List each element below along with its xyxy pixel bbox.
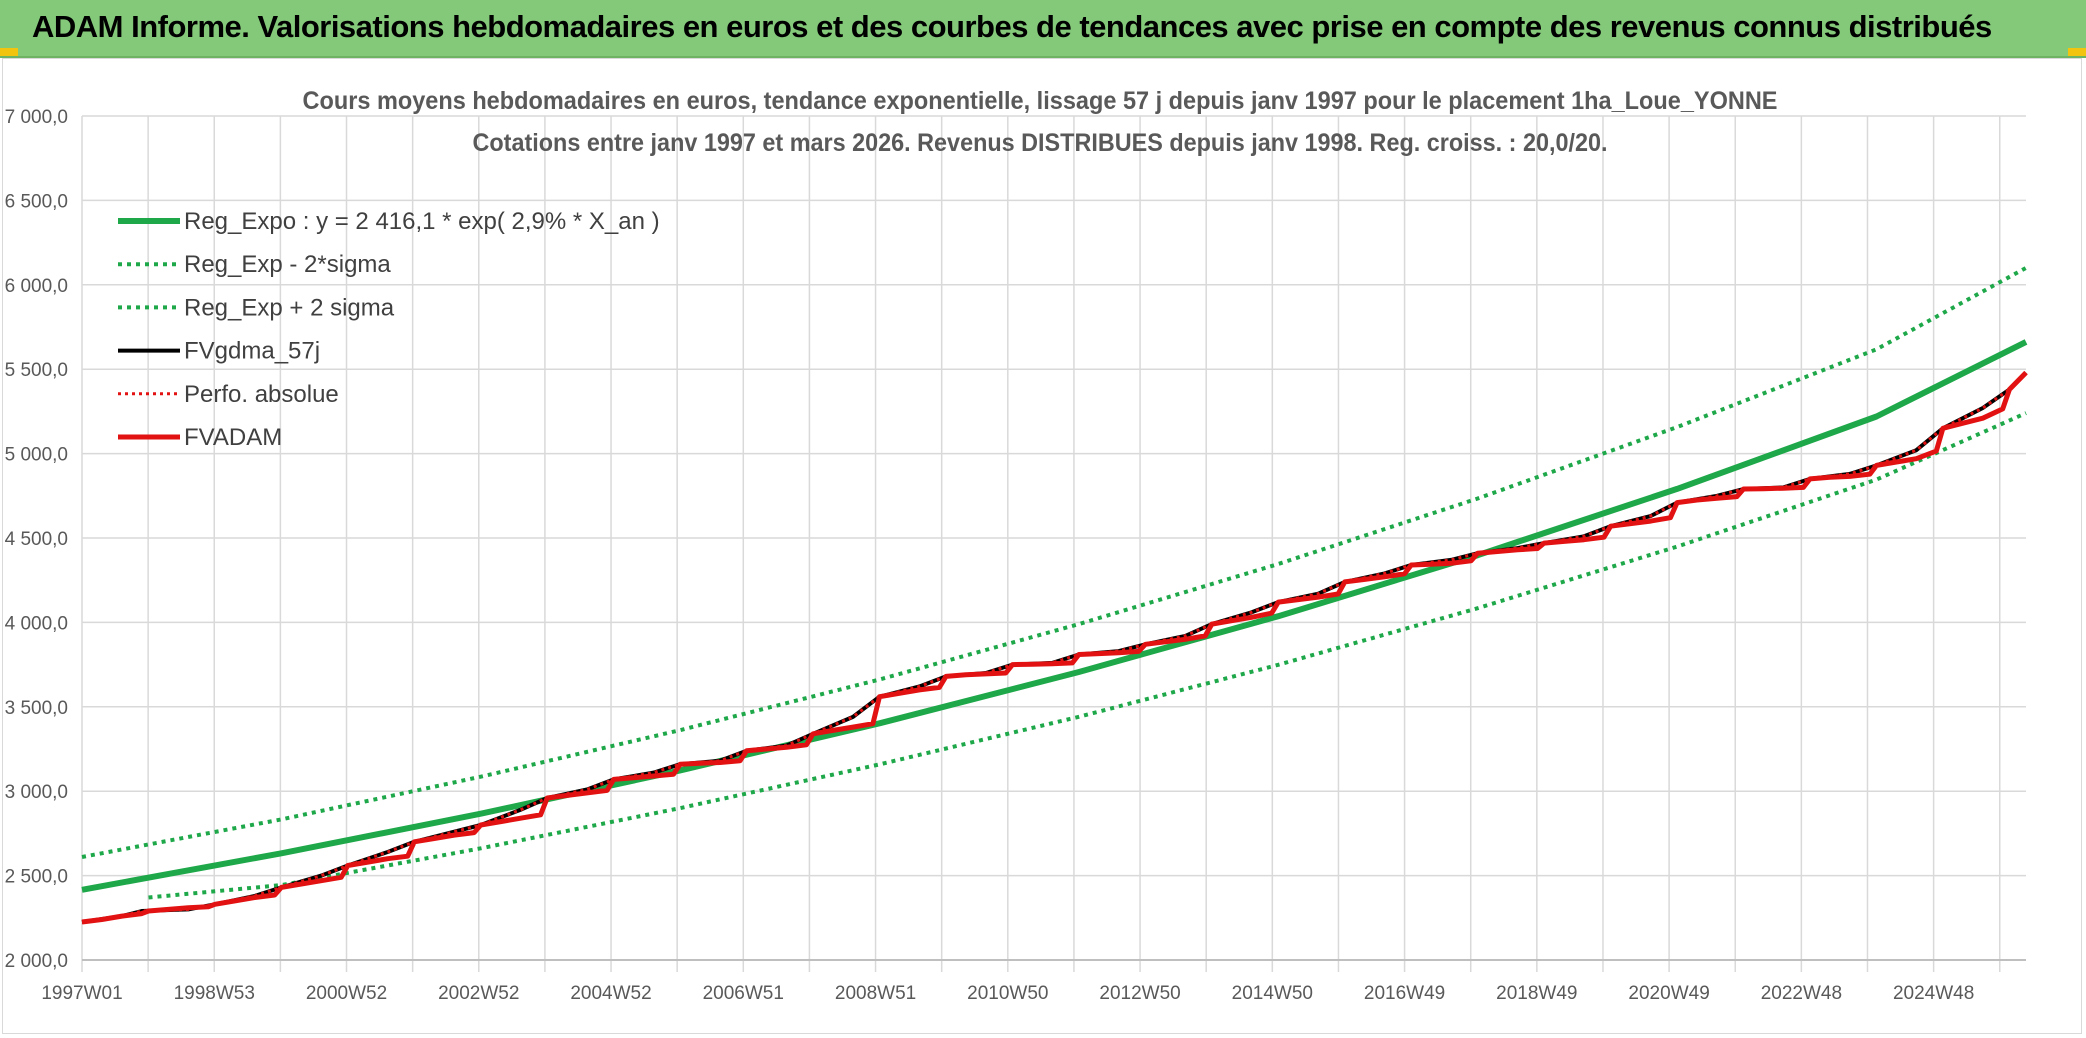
page-title: ADAM Informe. Valorisations hebdomadaire… bbox=[32, 9, 1992, 44]
chart-frame bbox=[2, 58, 2082, 1034]
chart-subtitle: Cotations entre janv 1997 et mars 2026. … bbox=[473, 129, 1608, 157]
y-tick-label: 2 000,0 bbox=[5, 951, 68, 972]
series-line-5 bbox=[81, 371, 2028, 924]
series-line-6 bbox=[81, 370, 2028, 925]
series-line-4 bbox=[81, 371, 2028, 924]
corner-marker-right bbox=[2068, 48, 2086, 56]
x-tick-label: 2002W52 bbox=[438, 983, 519, 1004]
x-tick-label: 2024W48 bbox=[1893, 983, 1974, 1004]
legend-label: Reg_Exp - 2*sigma bbox=[184, 251, 391, 278]
x-tick-label: 2010W50 bbox=[967, 983, 1048, 1004]
legend-label: FVADAM bbox=[184, 424, 282, 451]
y-tick-label: 3 000,0 bbox=[5, 782, 68, 803]
x-tick-label: 2020W49 bbox=[1628, 983, 1709, 1004]
y-tick-label: 7 000,0 bbox=[5, 107, 68, 128]
x-tick-label: 2014W50 bbox=[1232, 983, 1313, 1004]
legend-label: Reg_Exp + 2 sigma bbox=[184, 294, 395, 321]
header-banner: ADAM Informe. Valorisations hebdomadaire… bbox=[0, 0, 2086, 58]
x-tick-label: 1997W01 bbox=[41, 983, 122, 1004]
y-axis-ticks: 2 000,0 2 500,0 3 000,0 3 500,0 4 000,0 4 500… bbox=[5, 107, 68, 972]
chart-legend: Reg_Expo : y = 2 416,1 * exp( 2,9% * X_a… bbox=[118, 208, 660, 451]
x-tick-label: 2008W51 bbox=[835, 983, 916, 1004]
y-tick-label: 3 500,0 bbox=[5, 698, 68, 719]
y-tick-label: 5 500,0 bbox=[5, 360, 68, 381]
y-tick-label: 2 500,0 bbox=[5, 867, 68, 888]
x-tick-label: 2000W52 bbox=[306, 983, 387, 1004]
x-axis-ticks: 1997W01 1998W53 2000W52 2002W52 2004W52 2006W… bbox=[41, 983, 1974, 1004]
y-tick-label: 4 500,0 bbox=[5, 529, 68, 550]
chart-grid bbox=[81, 115, 2026, 972]
y-tick-label: 6 500,0 bbox=[5, 191, 68, 212]
y-tick-label: 5 000,0 bbox=[5, 445, 68, 466]
y-tick-label: 4 000,0 bbox=[5, 613, 68, 634]
y-tick-label: 6 000,0 bbox=[5, 276, 68, 297]
x-tick-label: 1998W53 bbox=[174, 983, 255, 1004]
x-tick-label: 2018W49 bbox=[1496, 983, 1577, 1004]
legend-label: Perfo. absolue bbox=[184, 381, 339, 408]
corner-marker-left bbox=[0, 48, 18, 56]
legend-label: FVgdma_57j bbox=[184, 338, 320, 365]
chart-series bbox=[81, 266, 2028, 925]
series-line-1 bbox=[81, 339, 2028, 893]
series-line-2 bbox=[148, 411, 2027, 900]
x-tick-label: 2004W52 bbox=[570, 983, 651, 1004]
x-tick-label: 2022W48 bbox=[1761, 983, 1842, 1004]
chart-title: Cours moyens hebdomadaires en euros, ten… bbox=[303, 87, 1778, 115]
x-tick-label: 2012W50 bbox=[1099, 983, 1180, 1004]
x-tick-label: 2016W49 bbox=[1364, 983, 1445, 1004]
series-line-3 bbox=[81, 266, 2027, 859]
legend-label: Reg_Expo : y = 2 416,1 * exp( 2,9% * X_a… bbox=[184, 208, 660, 235]
x-tick-label: 2006W51 bbox=[703, 983, 784, 1004]
